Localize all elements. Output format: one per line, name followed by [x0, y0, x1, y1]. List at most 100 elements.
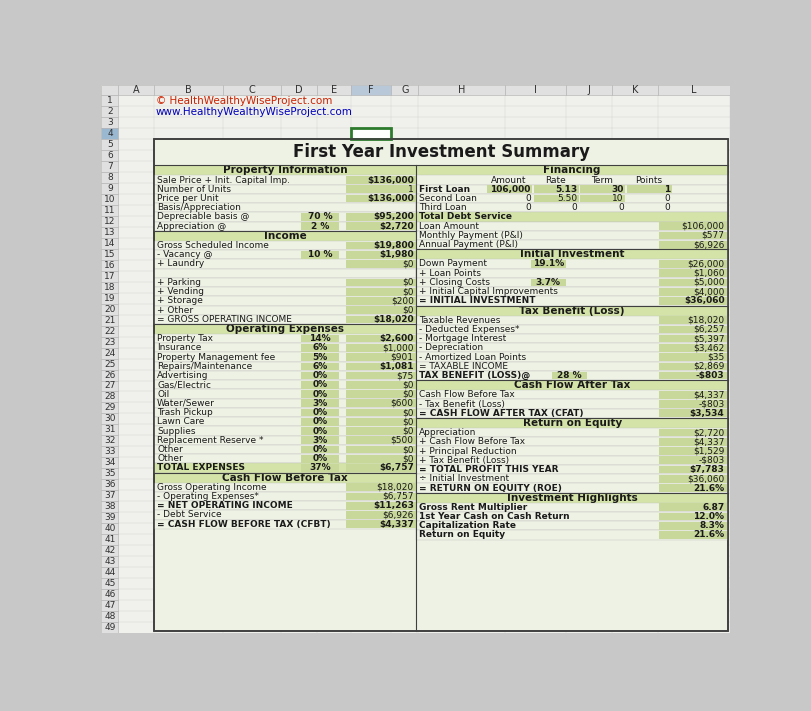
- Text: $75: $75: [397, 371, 414, 380]
- Text: 0%: 0%: [312, 427, 328, 436]
- Text: 10: 10: [104, 195, 116, 204]
- Bar: [416, 483, 728, 493]
- Text: Other: Other: [157, 445, 183, 454]
- Bar: [101, 380, 118, 392]
- Text: $11,263: $11,263: [373, 501, 414, 510]
- Text: 47: 47: [104, 601, 116, 610]
- Text: 30: 30: [104, 415, 116, 424]
- Bar: [659, 466, 727, 474]
- Bar: [154, 380, 416, 390]
- Bar: [346, 288, 416, 296]
- Text: 1: 1: [664, 185, 670, 194]
- Bar: [346, 418, 416, 426]
- Text: Sale Price + Init. Capital Imp.: Sale Price + Init. Capital Imp.: [157, 176, 290, 185]
- Bar: [346, 446, 416, 454]
- Text: $1,060: $1,060: [693, 269, 724, 278]
- Bar: [154, 194, 416, 203]
- Bar: [101, 622, 118, 633]
- Bar: [346, 455, 416, 463]
- Bar: [101, 348, 118, 358]
- Bar: [416, 213, 728, 222]
- Text: $0: $0: [402, 287, 414, 296]
- Bar: [346, 279, 416, 287]
- Bar: [530, 279, 565, 287]
- Text: $4,337: $4,337: [379, 520, 414, 529]
- Text: TOTAL EXPENSES: TOTAL EXPENSES: [157, 464, 245, 473]
- Text: - Deducted Expenses*: - Deducted Expenses*: [419, 325, 520, 334]
- Bar: [101, 216, 118, 227]
- Text: Second Loan: Second Loan: [419, 194, 477, 203]
- Text: 11: 11: [104, 206, 116, 215]
- Text: 5%: 5%: [312, 353, 328, 362]
- Bar: [627, 186, 672, 193]
- Text: 1: 1: [408, 185, 414, 194]
- Text: Water/Sewer: Water/Sewer: [157, 399, 215, 408]
- Text: $2,720: $2,720: [379, 222, 414, 230]
- Bar: [101, 490, 118, 501]
- Bar: [101, 512, 118, 523]
- Bar: [659, 353, 727, 361]
- Text: $6,257: $6,257: [693, 325, 724, 334]
- Text: $136,000: $136,000: [367, 176, 414, 185]
- Bar: [101, 447, 118, 457]
- Text: 6: 6: [107, 151, 113, 160]
- Bar: [154, 139, 728, 631]
- Bar: [416, 334, 728, 343]
- Bar: [530, 260, 565, 268]
- Bar: [416, 240, 728, 250]
- Bar: [416, 278, 728, 287]
- Text: 24: 24: [105, 348, 115, 358]
- Bar: [154, 501, 416, 510]
- Bar: [154, 343, 416, 353]
- Text: 106,000: 106,000: [491, 185, 530, 194]
- Bar: [346, 372, 416, 380]
- Bar: [101, 315, 118, 326]
- Bar: [659, 344, 727, 352]
- Text: $36,060: $36,060: [684, 296, 724, 306]
- Bar: [416, 530, 728, 540]
- Text: 0: 0: [664, 194, 670, 203]
- Bar: [659, 297, 727, 305]
- Text: Appreciation: Appreciation: [419, 428, 477, 437]
- Bar: [101, 424, 118, 435]
- Bar: [302, 344, 338, 352]
- Text: Oil: Oil: [157, 390, 169, 399]
- Text: Lawn Care: Lawn Care: [157, 417, 204, 427]
- Bar: [658, 85, 730, 95]
- Bar: [416, 409, 728, 418]
- Bar: [101, 293, 118, 304]
- Text: Operating Expenses: Operating Expenses: [226, 324, 344, 334]
- Text: ÷ Initial Investment: ÷ Initial Investment: [419, 474, 509, 483]
- Bar: [101, 249, 118, 260]
- Bar: [101, 523, 118, 534]
- Bar: [154, 287, 416, 296]
- Bar: [659, 503, 727, 511]
- Text: $6,926: $6,926: [693, 240, 724, 249]
- Text: 3%: 3%: [312, 399, 328, 408]
- Bar: [101, 479, 118, 490]
- Bar: [416, 306, 728, 316]
- Text: Annual Payment (P&I): Annual Payment (P&I): [419, 240, 518, 249]
- Text: C: C: [249, 85, 255, 95]
- Bar: [101, 227, 118, 238]
- Bar: [154, 436, 416, 445]
- Text: Loan Amount: Loan Amount: [419, 222, 479, 230]
- Text: Replacement Reserve *: Replacement Reserve *: [157, 436, 264, 445]
- Text: $5,000: $5,000: [693, 278, 724, 287]
- Text: Return on Equity: Return on Equity: [522, 418, 622, 428]
- Text: 10 %: 10 %: [307, 250, 333, 260]
- Text: $0: $0: [402, 417, 414, 427]
- Bar: [154, 473, 416, 483]
- Bar: [101, 358, 118, 370]
- Bar: [101, 457, 118, 469]
- Text: 0: 0: [572, 203, 577, 213]
- Bar: [346, 511, 416, 519]
- Bar: [302, 409, 338, 417]
- Text: 32: 32: [104, 437, 116, 445]
- Text: 28 %: 28 %: [557, 371, 581, 380]
- Bar: [416, 390, 728, 400]
- Bar: [154, 390, 416, 399]
- Bar: [416, 447, 728, 456]
- Text: 44: 44: [105, 568, 115, 577]
- Text: $35: $35: [707, 353, 724, 362]
